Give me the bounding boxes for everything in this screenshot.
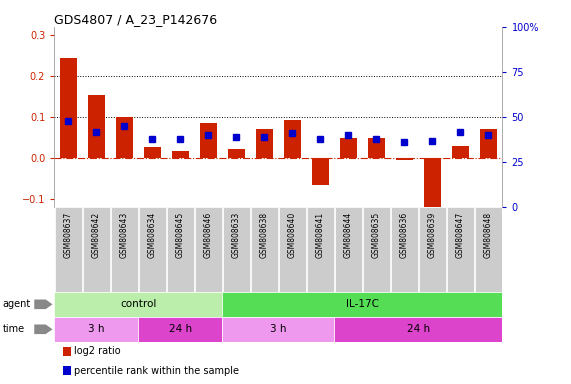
Text: GSM808637: GSM808637 (64, 212, 73, 258)
Bar (54, 317, 138, 342)
Bar (335, 317, 502, 342)
Bar (54, 292, 222, 317)
Text: GSM808647: GSM808647 (456, 212, 465, 258)
Text: GSM808638: GSM808638 (260, 212, 269, 258)
Bar (452, 146, 469, 158)
Bar (116, 117, 132, 158)
Text: percentile rank within the sample: percentile rank within the sample (74, 366, 239, 376)
Text: GSM808640: GSM808640 (288, 212, 297, 258)
Bar (391, 207, 418, 292)
Bar (284, 120, 301, 158)
Bar (167, 207, 194, 292)
Text: GSM808642: GSM808642 (92, 212, 100, 258)
Bar (368, 139, 385, 158)
Bar (480, 129, 497, 158)
Bar (256, 129, 273, 158)
Bar (60, 58, 77, 158)
Bar (279, 207, 306, 292)
Bar (307, 207, 334, 292)
Bar (419, 207, 446, 292)
Bar (363, 207, 390, 292)
Bar (340, 139, 357, 158)
Bar (88, 94, 104, 158)
Text: GSM808646: GSM808646 (204, 212, 213, 258)
Text: time: time (3, 324, 25, 334)
Text: GDS4807 / A_23_P142676: GDS4807 / A_23_P142676 (54, 13, 218, 26)
Text: GSM808634: GSM808634 (148, 212, 157, 258)
Text: GSM808644: GSM808644 (344, 212, 353, 258)
Bar (83, 207, 110, 292)
Text: GSM808635: GSM808635 (372, 212, 381, 258)
Bar (475, 207, 502, 292)
Bar (335, 207, 362, 292)
Bar (312, 158, 329, 185)
Bar (139, 207, 166, 292)
Text: control: control (120, 299, 156, 310)
Bar (228, 149, 245, 158)
Text: IL-17C: IL-17C (346, 299, 379, 310)
Bar (195, 207, 222, 292)
Bar (222, 317, 335, 342)
Bar (424, 158, 441, 212)
Text: log2 ratio: log2 ratio (74, 346, 121, 356)
Text: agent: agent (3, 299, 31, 310)
Bar (396, 158, 413, 160)
Bar (200, 123, 217, 158)
Text: 3 h: 3 h (270, 324, 287, 334)
Text: GSM808633: GSM808633 (232, 212, 241, 258)
Text: GSM808636: GSM808636 (400, 212, 409, 258)
Bar (222, 292, 502, 317)
Text: GSM808648: GSM808648 (484, 212, 493, 258)
Bar (172, 151, 188, 158)
Text: GSM808643: GSM808643 (120, 212, 129, 258)
Bar (111, 207, 138, 292)
Bar (447, 207, 474, 292)
Text: 24 h: 24 h (169, 324, 192, 334)
Text: GSM808645: GSM808645 (176, 212, 185, 258)
Bar (144, 147, 160, 158)
Text: 3 h: 3 h (88, 324, 104, 334)
Bar (223, 207, 250, 292)
Bar (138, 317, 222, 342)
Bar (251, 207, 278, 292)
Text: GSM808639: GSM808639 (428, 212, 437, 258)
Text: GSM808641: GSM808641 (316, 212, 325, 258)
Bar (55, 207, 82, 292)
Text: 24 h: 24 h (407, 324, 430, 334)
